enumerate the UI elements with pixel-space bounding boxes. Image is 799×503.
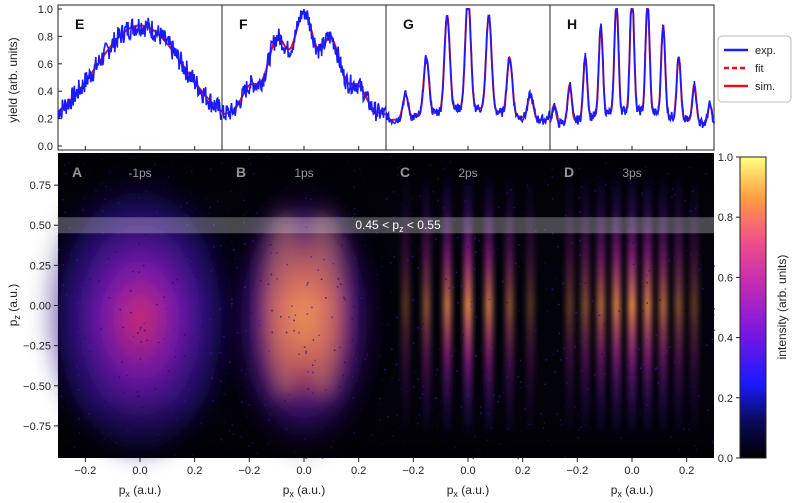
- highlight-band: [58, 217, 714, 234]
- heat-xlabel: px (a.u.): [447, 483, 490, 499]
- fringe-stripe: [581, 178, 590, 433]
- fringe-stripe: [401, 178, 410, 433]
- heat-x-tick-label: −0.2: [566, 465, 588, 477]
- colorbar-gradient: [739, 156, 767, 459]
- top-y-tick-label: 0.2: [38, 114, 53, 126]
- exp-curve: [549, 8, 715, 129]
- heat-x-tick-label: 0.2: [515, 465, 530, 477]
- panel-letter: E: [75, 16, 84, 32]
- heat-x-tick-label: 0.0: [624, 465, 639, 477]
- top-y-tick-label: 0.6: [38, 59, 53, 71]
- fringe-stripe: [628, 178, 636, 433]
- fringe-lobe: [262, 210, 307, 401]
- delay-label: 2ps: [458, 166, 477, 180]
- exp-curve: [57, 17, 223, 120]
- heat-x-tick-label: −0.2: [402, 465, 424, 477]
- colorbar-tick-label: 0.2: [718, 393, 733, 405]
- fringe-stripe: [674, 178, 683, 433]
- heat-y-tick-label: 0.75: [30, 180, 51, 192]
- heat-x-tick-label: −0.2: [238, 465, 260, 477]
- colorbar-tick-label: 1.0: [718, 152, 733, 164]
- panel-letter: G: [403, 16, 414, 32]
- top-y-tick-label: 0.8: [38, 31, 53, 43]
- fringe-stripe: [690, 178, 699, 433]
- heat-y-tick-label: 0.25: [30, 260, 51, 272]
- top-panel-G: G: [385, 4, 551, 151]
- legend-label: fit: [755, 63, 764, 75]
- panel-letter: B: [236, 164, 246, 180]
- colorbar-tick-label: 0.8: [718, 212, 733, 224]
- fringe-stripe: [422, 178, 431, 433]
- panel-letter: C: [400, 164, 410, 180]
- fringe-stripe: [596, 178, 605, 433]
- heat-xlabel: px (a.u.): [611, 483, 654, 499]
- colorbar-tick-label: 0.4: [718, 333, 733, 345]
- heat-x-tick-label: 0.2: [187, 465, 202, 477]
- fringe-stripe: [526, 178, 535, 433]
- legend-label: sim.: [755, 81, 775, 93]
- top-panel-frame: [385, 4, 551, 151]
- heat-x-tick-label: 0.0: [132, 465, 147, 477]
- colorbar-label: intensity (arb. units): [775, 255, 789, 360]
- fringe-stripe: [659, 178, 668, 433]
- panel-letter: F: [239, 16, 248, 32]
- legend-label: exp.: [755, 45, 776, 57]
- delay-label: 1ps: [294, 166, 313, 180]
- top-y-tick-label: 1.0: [38, 4, 53, 16]
- bottom-ylabel: pz (a.u.): [6, 284, 22, 327]
- colorbar-tick-label: 0.6: [718, 272, 733, 284]
- panel-letter: A: [72, 164, 82, 180]
- heat-x-tick-label: 0.0: [296, 465, 311, 477]
- distribution-blob: [45, 155, 235, 456]
- panel-letter: D: [564, 164, 574, 180]
- top-panel-F: F: [221, 4, 387, 151]
- top-y-tick-label: 0.4: [38, 86, 53, 98]
- top-panel-H: H: [549, 4, 715, 151]
- fringe-stripe: [643, 178, 652, 433]
- heat-x-tick-label: 0.0: [460, 465, 475, 477]
- top-y-tick-label: 0.0: [38, 141, 53, 153]
- exp-curve: [221, 8, 387, 122]
- top-panel-E: E: [57, 4, 223, 151]
- fringe-stripe: [612, 178, 621, 433]
- heat-y-tick-label: −0.50: [23, 381, 51, 393]
- heat-xlabel: px (a.u.): [119, 483, 162, 499]
- heat-xlabel: px (a.u.): [283, 483, 326, 499]
- top-panel-frame: [549, 4, 715, 151]
- top-ylabel: yield (arb. units): [6, 37, 20, 122]
- panel-letter: H: [567, 16, 577, 32]
- colorbar-tick-label: 0.0: [718, 453, 733, 465]
- delay-label: -1ps: [128, 166, 151, 180]
- heat-x-tick-label: 0.2: [351, 465, 366, 477]
- fringe-stripe: [484, 178, 493, 433]
- heat-y-tick-label: −0.25: [23, 341, 51, 353]
- heatmap-panel-A: A -1ps: [45, 153, 235, 457]
- heat-x-tick-label: −0.2: [74, 465, 96, 477]
- band-label: 0.45 < pz < 0.55: [355, 218, 441, 234]
- heat-x-tick-label: 0.2: [679, 465, 694, 477]
- fringe-stripe: [443, 178, 452, 433]
- heat-y-tick-label: −0.75: [23, 421, 51, 433]
- heat-y-tick-label: 0.00: [30, 301, 51, 313]
- top-panel-frame: [221, 4, 387, 151]
- heat-y-tick-label: 0.50: [30, 220, 51, 232]
- fringe-stripe: [505, 178, 514, 433]
- delay-label: 3ps: [622, 166, 641, 180]
- exp-curve: [385, 8, 551, 127]
